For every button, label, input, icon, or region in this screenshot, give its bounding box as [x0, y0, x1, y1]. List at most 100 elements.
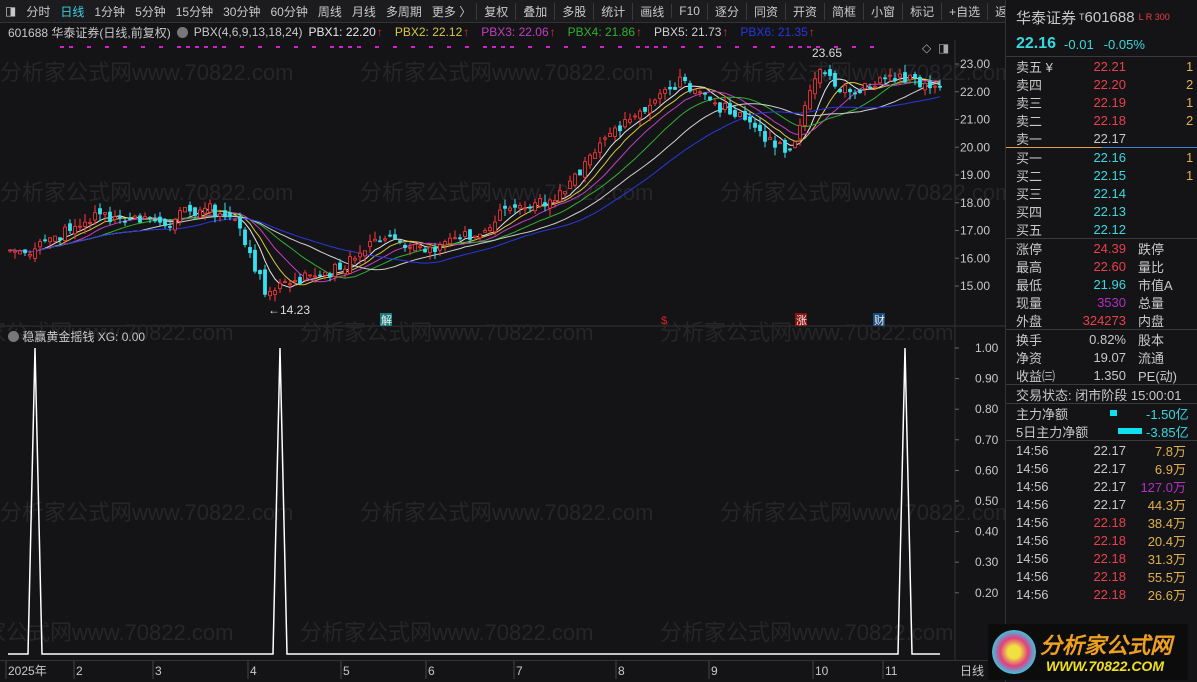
indicator-tick: 1.00: [975, 341, 999, 355]
collapse-icon[interactable]: [8, 331, 19, 342]
signal-dot: [546, 46, 550, 48]
toolbar-button[interactable]: 同资: [746, 2, 785, 20]
divider: [1006, 403, 1197, 404]
bid-row: 买一 22.16 1: [1006, 148, 1197, 166]
row-label: 买五: [1016, 222, 1043, 238]
candle: [448, 237, 452, 245]
signal-dot: [375, 46, 379, 48]
candle: [908, 74, 912, 81]
candle: [143, 216, 147, 219]
event-marker[interactable]: [380, 313, 392, 326]
tick-row: 14:56 22.18 55.5万: [1006, 567, 1197, 585]
candle: [78, 225, 82, 228]
candle: [928, 81, 932, 89]
tick-price: 22.18: [1093, 514, 1126, 530]
candle: [133, 215, 137, 219]
toolbar-button[interactable]: 叠加: [515, 2, 554, 20]
tick-row: 14:56 22.18 20.4万: [1006, 531, 1197, 549]
toolbar-button[interactable]: 逐分: [706, 2, 746, 20]
period-tab[interactable]: 多周期: [385, 4, 422, 19]
indicator-header[interactable]: 稳赢黄金摇钱 XG: 0.00: [8, 328, 145, 345]
price-change: -0.01: [1064, 36, 1094, 52]
candle: [688, 83, 692, 92]
toolbar-button[interactable]: 复权: [476, 2, 515, 20]
toolbar-button[interactable]: 统计: [593, 2, 632, 20]
kline-chart[interactable]: 分析家公式网www.70822.com 分析家公式网www.70822.com 分析…: [0, 40, 1005, 660]
ask-row: 卖三 22.19 1: [1006, 93, 1197, 111]
signal-dot: [276, 46, 280, 48]
toolbar-button[interactable]: 简框: [824, 2, 863, 20]
stat-row: 现量 3530 总量: [1006, 293, 1197, 311]
candle: [418, 245, 422, 248]
toolbar-button[interactable]: 画线: [632, 2, 671, 20]
watermark-text: 分析家公式网www.70822.com: [300, 620, 593, 645]
pbx-value: PBX1: 22.20↑: [308, 25, 383, 39]
date-tick: 8: [618, 664, 625, 678]
diamond-icon[interactable]: ◇: [922, 41, 932, 55]
period-tab[interactable]: 日线: [60, 4, 85, 19]
tick-time: 14:56: [1016, 568, 1049, 584]
date-tick: 10: [815, 664, 829, 678]
indicator-tick: 0.50: [975, 494, 999, 508]
signal-dot: [654, 46, 658, 48]
ask-row: 卖五 ¥ 22.21 1: [1006, 57, 1197, 75]
row-label: 涨停: [1016, 241, 1043, 257]
price-pct: -0.05%: [1103, 36, 1145, 52]
candle: [698, 91, 702, 94]
period-tab[interactable]: 1分钟: [94, 4, 126, 19]
flow-bar: [1118, 428, 1142, 434]
candle: [843, 84, 847, 94]
period-tab[interactable]: 60分钟: [270, 4, 308, 19]
candle: [178, 210, 182, 222]
signal-dot: [240, 46, 244, 48]
date-tick: 4: [250, 664, 257, 678]
candle: [518, 205, 522, 209]
flow-row: 5日主力净额 -3.85亿: [1006, 422, 1197, 440]
panel-toggle-icon[interactable]: ◨: [5, 4, 17, 18]
candle: [343, 268, 347, 274]
toolbar-button[interactable]: 标记: [902, 2, 941, 20]
toolbar-button[interactable]: 开资: [785, 2, 824, 20]
candle: [658, 93, 662, 99]
signal-dot: [798, 46, 802, 48]
candle: [548, 199, 552, 209]
tick-time: 14:56: [1016, 496, 1049, 512]
period-tab[interactable]: 月线: [351, 4, 376, 19]
candle: [28, 253, 32, 257]
stat-row: 涨停 24.39 跌停: [1006, 239, 1197, 257]
signal-dot: [771, 46, 775, 48]
row-value: 0.82%: [1089, 331, 1126, 347]
candle: [168, 226, 172, 228]
period-tab[interactable]: 15分钟: [175, 4, 214, 19]
pbx-value: PBX3: 22.06↑: [481, 25, 556, 39]
period-tab[interactable]: 5分钟: [135, 4, 166, 19]
candle: [433, 247, 437, 252]
candle: [753, 122, 757, 128]
candle: [508, 207, 512, 211]
watermark-text: 分析家公式网www.70822.com: [0, 180, 293, 205]
candle: [138, 215, 142, 223]
event-marker[interactable]: [873, 313, 885, 326]
stat-row: 净资 19.07 流通: [1006, 348, 1197, 366]
stat-row: 外盘 324273 内盘: [1006, 311, 1197, 329]
level-badge: L R 300: [1138, 12, 1170, 22]
panel-icon[interactable]: ◨: [938, 41, 949, 55]
period-tab[interactable]: 30分钟: [223, 4, 261, 19]
period-tab[interactable]: 更多 〉: [431, 4, 472, 19]
divider: [1006, 238, 1197, 239]
toolbar-button[interactable]: +自选: [941, 2, 987, 20]
candle: [703, 92, 707, 95]
tick-row: 14:56 22.17 127.0万: [1006, 477, 1197, 495]
candle: [888, 74, 892, 77]
toolbar-button[interactable]: F10: [671, 4, 707, 18]
indicator-menu-icon[interactable]: [176, 26, 188, 38]
toolbar-button[interactable]: 多股: [554, 2, 593, 20]
candle: [103, 212, 107, 215]
toolbar-button[interactable]: 小窗: [863, 2, 902, 20]
period-tab[interactable]: 周线: [317, 4, 342, 19]
candle: [808, 90, 812, 110]
candle: [853, 92, 857, 95]
event-marker[interactable]: [795, 313, 807, 326]
period-tab[interactable]: 分时: [26, 4, 51, 19]
candle: [208, 203, 212, 213]
